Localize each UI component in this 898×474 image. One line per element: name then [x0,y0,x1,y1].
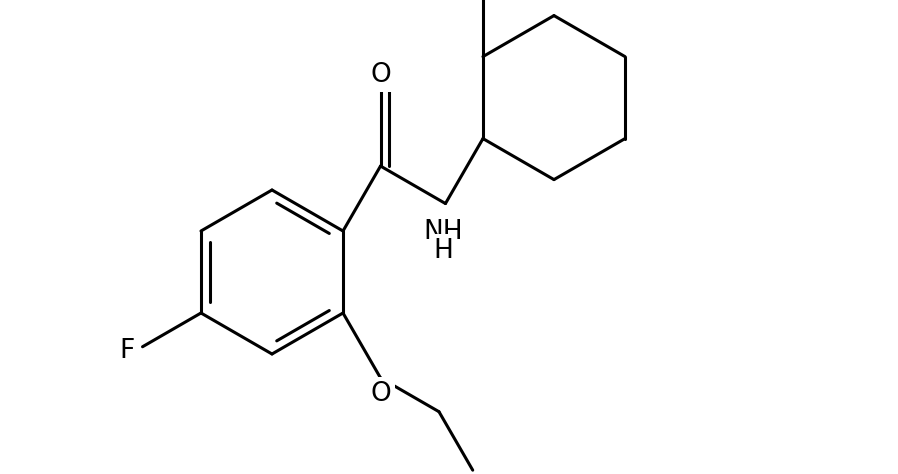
Text: NH: NH [424,219,463,245]
Text: O: O [370,62,391,88]
Text: H: H [434,237,453,264]
Text: O: O [370,381,391,407]
Text: F: F [119,338,134,364]
